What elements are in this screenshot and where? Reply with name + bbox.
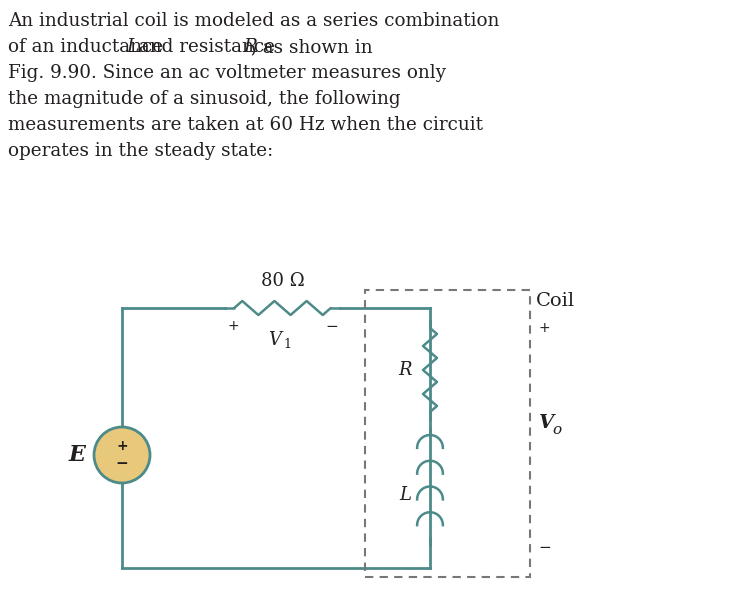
Text: −: − xyxy=(116,457,128,471)
Text: R: R xyxy=(399,361,412,379)
Text: +: + xyxy=(116,439,128,453)
Text: R: R xyxy=(244,38,258,56)
Text: the magnitude of a sinusoid, the following: the magnitude of a sinusoid, the followi… xyxy=(8,90,401,108)
Text: 1: 1 xyxy=(283,337,291,351)
Text: +: + xyxy=(538,321,550,335)
Text: V: V xyxy=(539,414,554,433)
Text: 80 Ω: 80 Ω xyxy=(261,272,305,290)
Text: of an inductance: of an inductance xyxy=(8,38,169,56)
Text: −: − xyxy=(538,540,550,554)
Text: and resistance: and resistance xyxy=(133,38,280,56)
Bar xyxy=(365,290,530,577)
Text: An industrial coil is modeled as a series combination: An industrial coil is modeled as a serie… xyxy=(8,12,499,30)
Text: measurements are taken at 60 Hz when the circuit: measurements are taken at 60 Hz when the… xyxy=(8,116,483,134)
Text: −: − xyxy=(325,318,338,334)
Circle shape xyxy=(94,427,150,483)
Text: V: V xyxy=(268,331,281,349)
Text: Coil: Coil xyxy=(536,292,575,310)
Text: o: o xyxy=(552,422,561,436)
Text: +: + xyxy=(227,319,239,333)
Text: operates in the steady state:: operates in the steady state: xyxy=(8,142,273,160)
Text: L: L xyxy=(399,485,411,504)
Text: Fig. 9.90. Since an ac voltmeter measures only: Fig. 9.90. Since an ac voltmeter measure… xyxy=(8,64,446,82)
Text: E: E xyxy=(68,444,85,466)
Text: L: L xyxy=(126,38,138,56)
Text: , as shown in: , as shown in xyxy=(250,38,372,56)
